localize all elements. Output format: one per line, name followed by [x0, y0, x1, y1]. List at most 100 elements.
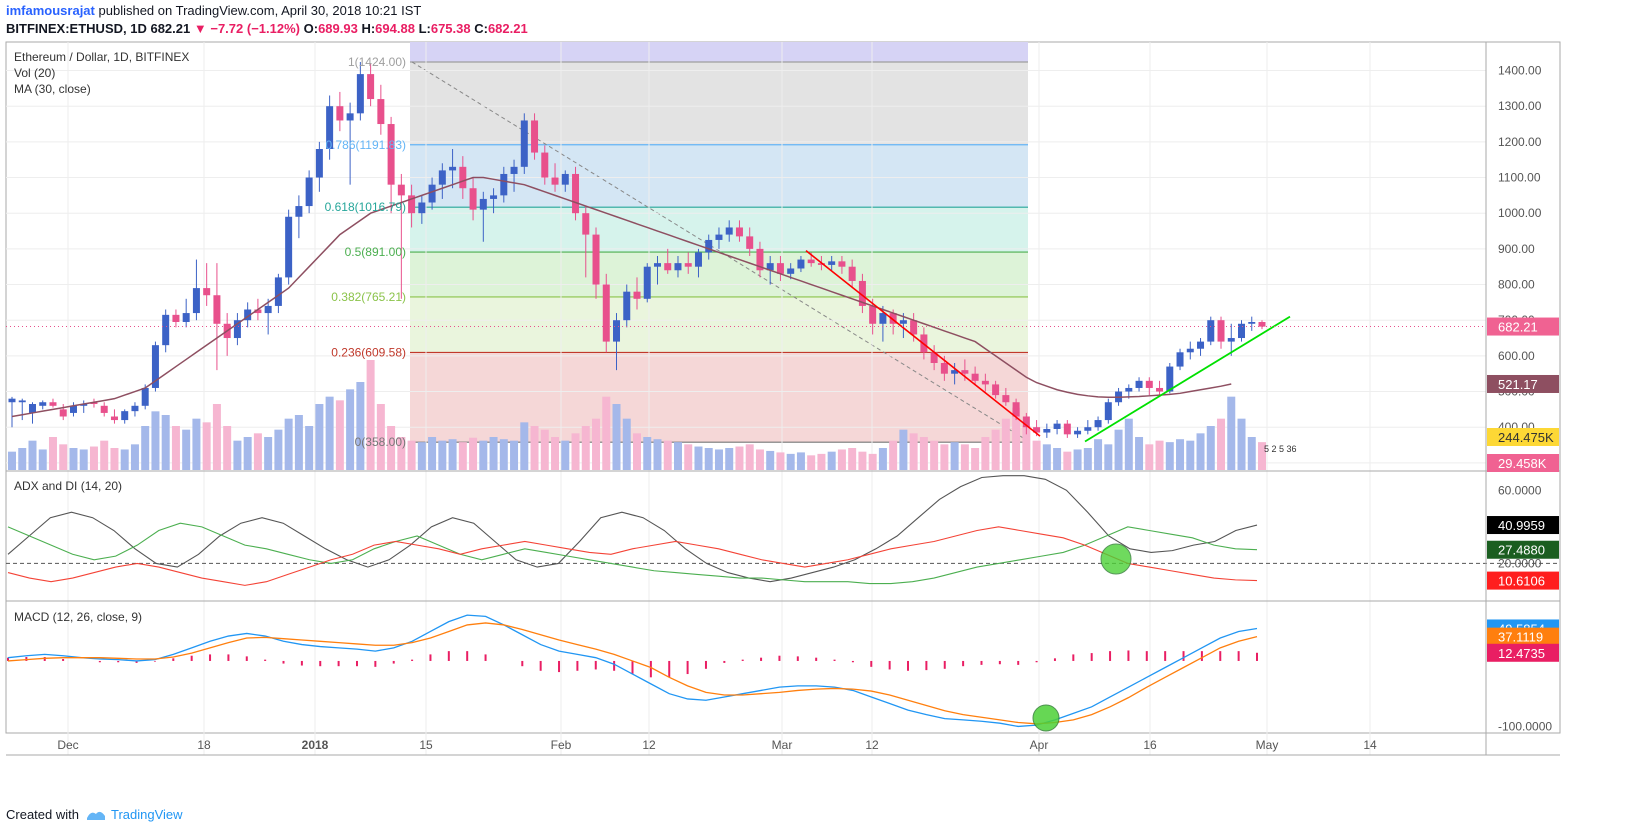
volume-bar: [38, 449, 47, 470]
price-tick-label: 1100.00: [1498, 171, 1541, 185]
volume-bar: [940, 444, 949, 470]
volume-bar: [735, 446, 744, 470]
candle-body: [469, 188, 477, 210]
ma30-line: [11, 176, 1232, 418]
legend-entry: Vol (20): [14, 66, 55, 80]
candle-body: [80, 404, 88, 406]
volume-bar: [776, 452, 785, 470]
volume-bar: [602, 396, 611, 470]
candle-body: [602, 284, 610, 342]
candle-body: [674, 263, 682, 271]
candle-body: [1186, 348, 1194, 353]
volume-badge: 29.458K: [1498, 456, 1547, 471]
candle-body: [192, 288, 200, 314]
candle-body: [705, 239, 713, 253]
volume-bar: [1196, 433, 1205, 470]
volume-bar: [59, 444, 68, 470]
time-tick-label: Dec: [57, 738, 78, 752]
di-plus-badge: 27.4880: [1498, 543, 1545, 558]
volume-bar: [581, 426, 590, 470]
histogram-badge: 12.4735: [1498, 646, 1545, 661]
volume-bar: [571, 433, 580, 470]
volume-bar: [366, 360, 375, 470]
volume-bar: [1001, 418, 1010, 470]
volume-bar: [110, 448, 119, 470]
volume-bar: [817, 453, 826, 470]
volume-bar: [1165, 442, 1174, 470]
volume-bar: [653, 439, 662, 470]
candle-body: [787, 268, 795, 274]
candle-body: [1166, 366, 1174, 392]
candle-body: [377, 99, 385, 125]
adx-badge: 40.9959: [1498, 518, 1545, 533]
candle-body: [346, 113, 354, 121]
volume-bar: [663, 440, 672, 470]
legend-entry: MA (30, close): [14, 82, 91, 96]
created-with-text: Created with: [6, 807, 79, 822]
volume-bar: [69, 448, 78, 470]
candle-body: [1207, 320, 1215, 342]
volume-bar: [89, 446, 98, 470]
volume-bar: [1032, 440, 1041, 470]
price-tick-label: 1000.00: [1498, 206, 1542, 220]
macd-cross-marker: [1032, 704, 1060, 732]
high-label: H:: [361, 21, 376, 36]
volume-bar: [1073, 449, 1082, 470]
candle-body: [8, 398, 16, 403]
volume-bar: [264, 437, 273, 470]
di-minus-badge-bg: [1487, 571, 1559, 590]
candle-body: [1176, 352, 1184, 367]
candle-body: [848, 266, 856, 281]
candle-body: [889, 313, 897, 324]
volume-bar: [868, 453, 877, 470]
candle-body: [951, 370, 959, 374]
high-value: 694.88: [375, 21, 415, 36]
candle-body: [295, 206, 303, 217]
volume-bar: [520, 422, 529, 470]
volume-bar: [643, 437, 652, 470]
fib-zone: [410, 352, 1028, 443]
volume-bar: [622, 418, 631, 470]
candle-body: [633, 291, 641, 299]
candle-body: [90, 402, 98, 405]
di-plus-badge-bg: [1487, 540, 1559, 559]
volume-bar: [489, 437, 498, 470]
volume-bar: [1124, 418, 1133, 470]
volume-bar: [1237, 418, 1246, 470]
author-link[interactable]: imfamousrajat: [6, 3, 95, 18]
di-plus-line: [7, 522, 1258, 585]
candle-body: [387, 124, 395, 185]
volume-bar: [592, 418, 601, 470]
adx-line: [7, 475, 1258, 583]
legend-entry: Ethereum / Dollar, 1D, BITFINEX: [14, 50, 189, 64]
publish-text: published on TradingView.com, April 30, …: [98, 3, 422, 18]
candle-body: [121, 411, 129, 421]
volume-bar: [100, 440, 109, 470]
candle-body: [971, 373, 979, 381]
macd-tick-label: -100.0000: [1498, 719, 1552, 733]
support-trendline: [1084, 315, 1291, 443]
tradingview-link[interactable]: TradingView: [85, 807, 183, 822]
candle-body: [500, 173, 508, 196]
volume-bar: [960, 444, 969, 470]
volume-bar: [8, 451, 16, 470]
candle-body: [520, 120, 528, 167]
fib-level-label: 0.618(1016.79): [325, 200, 406, 214]
volume-bar: [837, 449, 846, 470]
candle-body: [59, 409, 67, 417]
vol-ma-badge: 244.475K: [1498, 430, 1554, 445]
volume-bar: [79, 449, 88, 470]
open-label: O:: [303, 21, 319, 36]
price-tick-label: 1300.00: [1498, 99, 1542, 113]
ma-value-badge-bg: [1487, 374, 1559, 393]
candle-body: [1156, 387, 1164, 392]
volume-badge-bg: [1487, 454, 1559, 472]
fib-level-label: 0.786(1191.83): [325, 138, 406, 152]
candle-body: [1197, 341, 1205, 349]
volume-bar: [551, 437, 560, 470]
volume-bar: [1042, 444, 1051, 470]
volume-bar: [130, 444, 139, 470]
volume-bar: [786, 453, 795, 470]
candle-body: [1074, 430, 1082, 435]
